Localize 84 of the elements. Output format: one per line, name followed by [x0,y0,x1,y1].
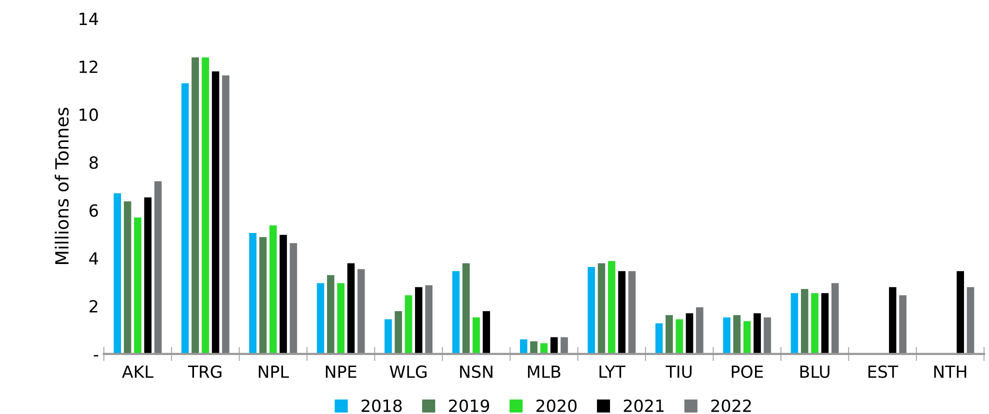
bar [530,341,538,354]
y-tick-label: 2 [90,300,98,312]
bar [811,293,818,354]
bar [114,193,122,354]
y-tick-label: 10 [80,108,98,122]
legend-label: 2018 [362,399,402,412]
legend-label: 2020 [536,399,577,412]
bar [212,71,220,354]
bar [249,233,256,354]
bar [655,323,663,354]
bar [743,321,751,354]
bar [723,317,730,354]
bar [124,201,132,354]
x-tick-label: LYT [600,366,626,378]
bar [482,311,490,354]
bar [290,243,298,354]
bar [357,269,365,354]
x-tick-label: POE [732,365,763,378]
y-tick-label: 4 [89,252,98,264]
bar [394,311,402,354]
bar [202,57,210,354]
bar [790,293,798,354]
x-tick-label: TRG [188,365,222,378]
x-tick-label: NTH [934,366,966,378]
bar [608,261,616,354]
bar [259,237,267,354]
x-tick-label: WLG [390,365,427,378]
bar [899,295,906,354]
bar [425,285,432,354]
y-tick-label: 6 [90,204,98,217]
bar [588,267,595,354]
y-axis-title: Millions of Tonnes [54,108,69,264]
x-tick-label: BLU [800,366,830,378]
bar [754,313,761,354]
legend-label: 2022 [711,399,751,412]
bar [764,317,772,354]
bar [472,317,480,354]
bar [327,275,334,354]
bar [628,271,636,354]
y-tick-label: 12 [80,60,98,73]
bar [337,283,344,354]
bar [415,287,422,354]
x-tick-label: TIU [666,366,692,378]
bar [686,313,694,354]
bar [733,315,741,354]
x-tick-label: EST [868,365,898,378]
bar [956,271,964,354]
legend-label: 2019 [449,399,490,412]
bar [800,289,808,354]
bar [452,271,460,354]
bar [666,315,673,354]
y-tick-label: 14 [80,12,98,25]
bar [462,263,470,354]
x-tick-label: NPL [258,366,289,378]
y-tick-label: - [94,355,98,356]
bar [280,234,287,354]
bar [598,263,606,354]
bar [888,287,896,354]
bar [550,337,558,354]
bar [134,217,142,354]
bar [404,295,412,354]
x-tick-label: AKL [122,366,154,378]
x-tick-label: NPE [326,366,356,378]
bar [966,287,974,354]
bar [192,57,199,354]
bar [181,83,189,354]
bar [144,197,152,354]
bar [831,283,839,354]
bar [222,75,230,354]
bar [154,181,162,354]
bar [316,283,324,354]
x-tick-label: NSN [460,365,492,378]
bar [676,319,684,354]
bar [384,319,392,354]
bar [347,263,355,354]
x-tick-label: MLB [528,366,560,378]
bar [560,337,568,354]
bar [821,293,829,354]
bar [269,225,277,354]
bar [696,307,704,354]
legend-label: 2021 [624,399,664,412]
bar [520,339,528,354]
bar [618,271,626,354]
y-tick-label: 8 [90,156,98,169]
